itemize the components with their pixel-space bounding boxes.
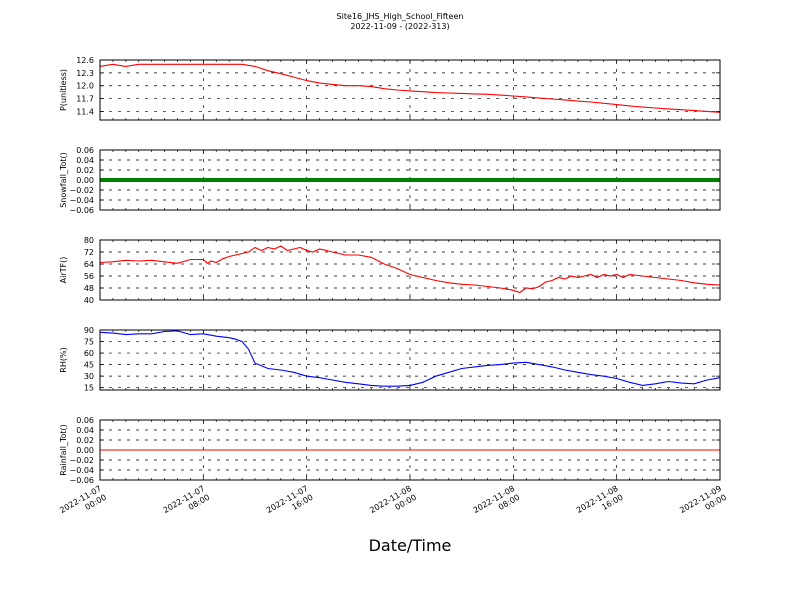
y-tick-label: 64 [84,260,94,269]
y-tick-label: 40 [84,296,94,305]
y-tick-label: 0.06 [76,146,94,155]
series-line [99,330,721,387]
y-tick-label: 56 [84,272,94,281]
y-axis-label: AirTF() [59,257,68,284]
y-tick-label: 15 [84,384,94,393]
y-tick-label: −0.04 [69,466,94,475]
y-tick-label: 80 [84,236,94,245]
axes-frame [99,419,721,481]
y-tick-label: 45 [84,361,94,370]
y-axis-label: Snowfall_Tot() [59,152,68,208]
y-tick-label: 72 [84,248,94,257]
y-tick-label: 11.7 [76,95,94,104]
axes-frame [99,329,721,391]
x-tick-label: 2022-11-0716:00 [265,484,315,524]
figure-subtitle: 2022-11-09 - (2022-313) [350,22,449,31]
x-tick-label: 2022-11-0816:00 [575,484,625,524]
y-tick-label: 0.04 [76,426,94,435]
axes-frame [99,59,721,121]
figure-title: Site16_JHS_High_School_Fifteen [337,12,464,21]
chart-panels: 12.612.312.011.711.4P(unitless)0.060.040… [58,56,728,524]
x-tick-label: 2022-11-0700:00 [58,484,108,524]
y-axis-label: RH(%) [59,347,68,372]
series-line [99,245,721,294]
y-tick-label: 48 [84,284,94,293]
y-axis-label: Rainfall_Tot() [59,424,68,476]
x-tick-label: 2022-11-0708:00 [162,484,212,524]
y-tick-label: 75 [84,338,94,347]
y-tick-label: 0.00 [76,176,94,185]
y-tick-label: 30 [84,372,94,381]
y-tick-label: 60 [84,349,94,358]
axes-frame [99,239,721,301]
y-tick-label: 12.3 [76,69,94,78]
y-tick-label: −0.04 [69,196,94,205]
x-axis-label: Date/Time [369,536,452,555]
y-tick-label: 12.0 [76,82,94,91]
x-tick-label: 2022-11-0808:00 [472,484,522,524]
y-tick-label: −0.02 [69,186,94,195]
y-tick-label: 0.00 [76,446,94,455]
y-axis-label: P(unitless) [59,69,68,111]
y-tick-label: −0.02 [69,456,94,465]
y-tick-label: 0.06 [76,416,94,425]
y-tick-label: 0.02 [76,436,94,445]
y-tick-label: 11.4 [76,107,94,116]
y-tick-label: 12.6 [76,56,94,65]
series-line [99,63,721,113]
y-tick-label: 0.02 [76,166,94,175]
y-tick-label: −0.06 [69,476,94,485]
axes-frame [99,149,721,211]
y-tick-label: 90 [84,326,94,335]
x-tick-label: 2022-11-0900:00 [678,484,728,524]
x-tick-label: 2022-11-0800:00 [368,484,418,524]
y-tick-label: 0.04 [76,156,94,165]
y-tick-label: −0.06 [69,206,94,215]
